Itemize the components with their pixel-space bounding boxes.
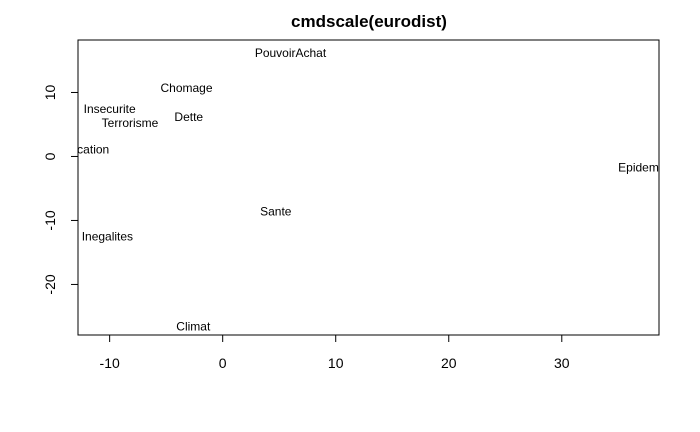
x-tick-label: 30: [554, 355, 570, 371]
y-axis-ticks: -20 -10 0 10: [42, 84, 78, 295]
point-label-climat: Climat: [176, 320, 211, 334]
point-label-terrorisme: Terrorisme: [102, 116, 159, 130]
point-label-epidemie: Epidemie: [618, 160, 668, 174]
point-label-pouvoirachat: PouvoirAchat: [255, 46, 327, 60]
point-label-education: Education: [56, 142, 109, 156]
point-label-insecurite: Insecurite: [84, 102, 136, 116]
y-tick-label: -10: [42, 210, 58, 230]
x-tick-label: 10: [328, 355, 344, 371]
x-tick-label: 0: [219, 355, 227, 371]
y-tick-label: -20: [42, 274, 58, 294]
point-label-chomage: Chomage: [160, 81, 212, 95]
chart-title: cmdscale(eurodist): [291, 12, 447, 31]
y-tick-label: 10: [42, 84, 58, 100]
point-label-dette: Dette: [174, 110, 203, 124]
x-axis-ticks: -10 0 10 20 30: [100, 335, 570, 371]
x-tick-label: 20: [441, 355, 457, 371]
point-label-inegalites: Inegalites: [82, 229, 133, 243]
x-tick-label: -10: [100, 355, 120, 371]
y-tick-label: 0: [42, 152, 58, 160]
point-label-sante: Sante: [260, 204, 292, 218]
